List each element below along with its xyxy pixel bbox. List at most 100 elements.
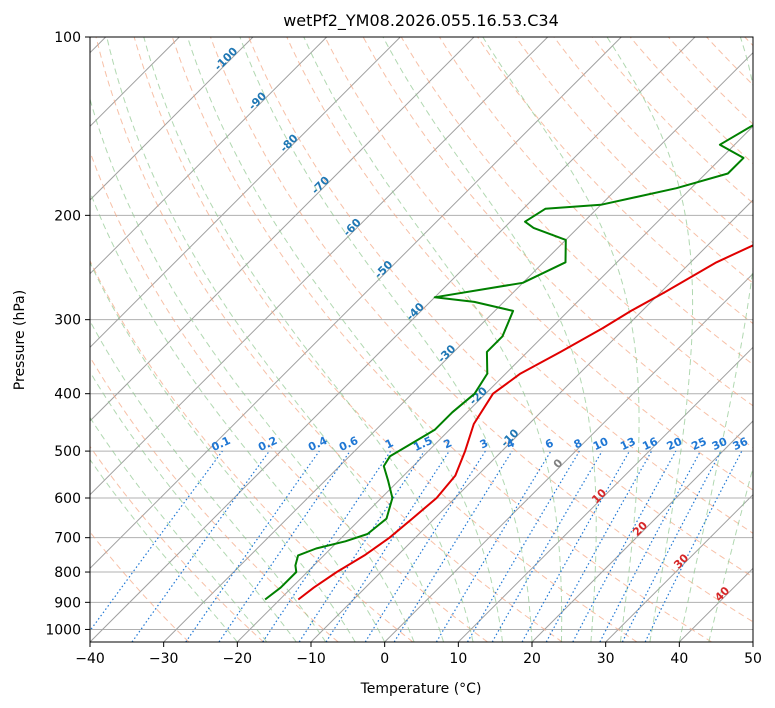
dry-adiabat — [90, 356, 339, 642]
dry-adiabat — [90, 445, 264, 642]
moist-adiabat — [482, 37, 640, 642]
y-tick-label: 600 — [54, 491, 81, 507]
isotherm-label: 40 — [712, 584, 732, 604]
dry-adiabat — [171, 37, 712, 642]
isotherm-line — [236, 125, 753, 642]
x-axis-label: Temperature (°C) — [360, 681, 482, 697]
mixing-ratio-line — [393, 450, 513, 642]
moist-adiabat — [90, 190, 386, 642]
chart-title: wetPf2_YM08.2026.055.16.53.C34 — [283, 11, 559, 31]
isotherm-label: -60 — [341, 216, 364, 239]
moist-adiabat — [90, 458, 238, 642]
y-axis: 100 200 300 400 500 600 700 800 900 1000 — [45, 30, 90, 638]
mixing-ratio-line — [545, 450, 653, 642]
isotherm-label: 20 — [630, 519, 650, 539]
moist-adiabat — [678, 37, 753, 642]
mixing-ratio-line — [599, 450, 702, 642]
temperature-profile — [297, 244, 753, 601]
isotherm-line — [90, 37, 549, 496]
isotherm-label: -90 — [246, 89, 269, 112]
x-tick-label: 30 — [597, 651, 615, 667]
isotherm-line — [90, 37, 328, 275]
isotherm-line — [90, 37, 622, 570]
isotherm-line — [163, 51, 753, 642]
x-tick-label: 40 — [670, 651, 688, 667]
dry-adiabat — [553, 37, 753, 244]
mixing-ratio-label: 20 — [665, 435, 685, 453]
isotherm-line — [531, 420, 753, 642]
x-tick-label: 50 — [744, 651, 762, 667]
dry-adiabat — [248, 37, 753, 578]
y-axis-label: Pressure (hPa) — [12, 290, 28, 390]
isotherm-line — [678, 567, 753, 642]
isotherm-label: 30 — [671, 551, 691, 571]
dry-adiabat — [90, 531, 190, 642]
moist-adiabat — [90, 97, 415, 642]
dry-adiabat — [591, 37, 753, 204]
dry-adiabat — [95, 37, 563, 642]
mixing-ratio-line — [131, 450, 270, 642]
moist-adiabat — [187, 37, 503, 642]
y-tick-label: 800 — [54, 565, 81, 581]
dry-adiabat — [438, 37, 753, 366]
isotherm-label: -30 — [435, 342, 458, 365]
dry-adiabat — [90, 259, 414, 642]
dry-adiabat — [477, 37, 753, 325]
dewpoint-profile — [264, 124, 753, 601]
y-tick-label: 100 — [54, 30, 81, 46]
moist-adiabat — [90, 416, 268, 642]
isotherm-line — [384, 272, 753, 642]
moist-adiabat — [90, 370, 297, 642]
mixing-ratio-label: 16 — [640, 435, 660, 453]
mixing-ratio-label: 2 — [442, 436, 454, 451]
mixing-ratio-line — [521, 450, 631, 642]
moist-adiabat — [90, 261, 356, 642]
isotherm-line — [90, 37, 696, 642]
x-tick-label: −20 — [223, 651, 253, 667]
x-tick-label: −30 — [149, 651, 179, 667]
moist-adiabat — [90, 320, 327, 642]
isotherm-line — [90, 37, 254, 201]
isotherm-line — [310, 199, 753, 642]
mixing-ratio-label: 25 — [689, 435, 708, 453]
isotherm-line — [605, 493, 753, 642]
mixing-ratio-label: 36 — [731, 435, 751, 453]
plot-frame — [89, 36, 754, 643]
isotherm-line — [90, 37, 401, 349]
dry-adiabat — [286, 37, 753, 534]
y-tick-label: 900 — [54, 595, 81, 611]
x-tick-label: −10 — [296, 651, 326, 667]
y-tick-label: 300 — [54, 313, 81, 329]
moist-adiabat — [303, 37, 563, 642]
isotherm-label: -50 — [372, 258, 395, 281]
x-tick-label: 0 — [380, 651, 389, 667]
x-tick-label: 20 — [523, 651, 541, 667]
moist-adiabat — [239, 37, 533, 642]
isotherm-line — [90, 37, 475, 422]
x-tick-label: 10 — [449, 651, 467, 667]
dry-adiabat — [706, 37, 753, 86]
dry-adiabat — [400, 37, 753, 407]
dry-adiabat — [90, 150, 488, 642]
dry-adiabat — [668, 37, 753, 125]
isotherm-label: 10 — [589, 486, 609, 506]
background-lines — [90, 37, 753, 642]
mixing-ratio-line — [325, 450, 450, 642]
mixing-ratio-line — [262, 450, 392, 642]
mixing-ratio-label: 30 — [710, 435, 730, 453]
profiles — [264, 124, 753, 601]
mixing-ratio-line — [466, 450, 580, 642]
y-tick-label: 500 — [54, 444, 81, 460]
y-tick-label: 700 — [54, 531, 81, 547]
y-tick-label: 400 — [54, 387, 81, 403]
moist-adiabat — [606, 37, 694, 642]
x-tick-label: −40 — [75, 651, 105, 667]
moist-adiabat — [106, 37, 445, 642]
moist-adiabat — [708, 465, 753, 642]
isotherm-label: -100 — [212, 44, 241, 73]
mixing-ratio-line — [90, 450, 223, 632]
mixing-ratio-line — [644, 450, 743, 642]
dry-adiabat — [629, 37, 753, 165]
y-tick-label: 200 — [54, 208, 81, 224]
dry-adiabat — [515, 37, 753, 284]
